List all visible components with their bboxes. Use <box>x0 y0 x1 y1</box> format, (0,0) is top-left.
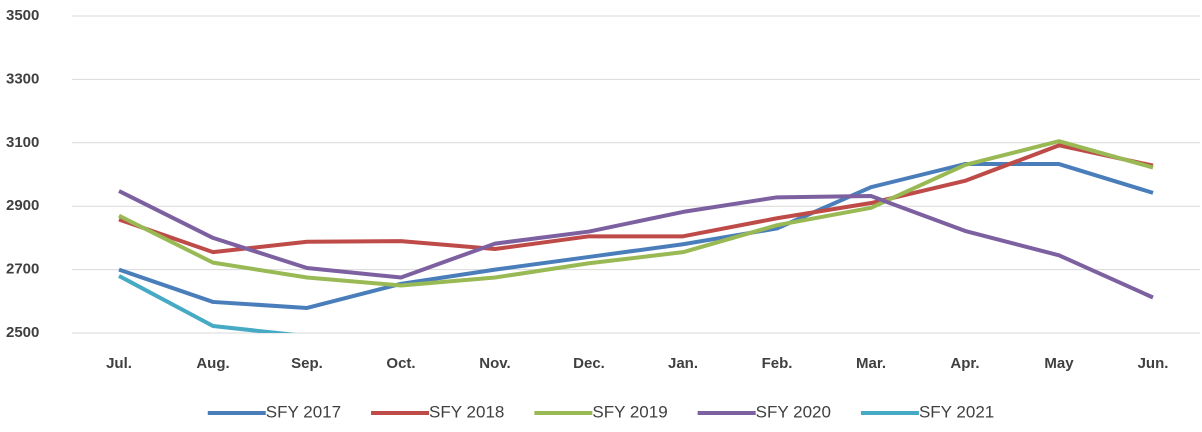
x-tick-label: May <box>1044 355 1074 372</box>
legend: SFY 2017 SFY 2018 SFY 2019 SFY 2020 SFY 2021 <box>207 402 994 421</box>
x-tick-label: Jul. <box>106 355 132 372</box>
series-line <box>118 189 1154 300</box>
y-tick-label: 3300 <box>6 70 39 87</box>
series-line <box>118 162 1154 310</box>
series-line <box>118 274 297 333</box>
legend-label: SFY 2017 <box>266 402 341 421</box>
x-tick-label: Jan. <box>668 355 698 372</box>
y-tick-label: 2700 <box>6 261 39 278</box>
series-line <box>118 139 1154 288</box>
legend-label: SFY 2018 <box>429 402 504 421</box>
x-tick-label: Feb. <box>762 355 793 372</box>
x-tick-label: Sep. <box>291 355 323 372</box>
x-tick-label: Apr. <box>950 355 979 372</box>
y-tick-label: 2500 <box>6 324 39 341</box>
x-tick-label: Nov. <box>479 355 510 372</box>
legend-label: SFY 2021 <box>919 402 994 421</box>
x-tick-label: Oct. <box>386 355 415 372</box>
x-tick-label: Jun. <box>1138 355 1169 372</box>
x-tick-label: Mar. <box>856 355 886 372</box>
x-tick-label: Dec. <box>573 355 605 372</box>
legend-label: SFY 2019 <box>592 402 667 421</box>
y-tick-label: 2900 <box>6 197 39 214</box>
legend-label: SFY 2020 <box>756 402 831 421</box>
y-tick-label: 3500 <box>6 7 39 24</box>
x-tick-label: Aug. <box>196 355 229 372</box>
y-tick-label: 3100 <box>6 134 39 151</box>
series-line <box>118 143 1154 255</box>
plot-area <box>118 139 1154 333</box>
